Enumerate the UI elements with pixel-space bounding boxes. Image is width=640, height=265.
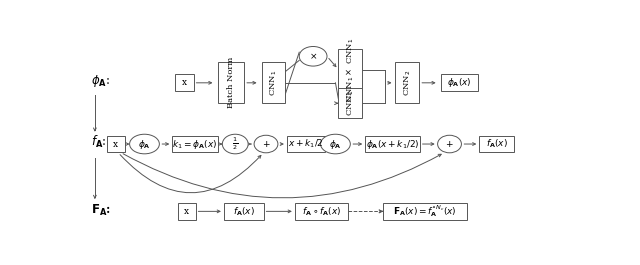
Text: $\frac{1}{2}$: $\frac{1}{2}$ — [232, 136, 238, 152]
Text: $\times$: $\times$ — [309, 52, 317, 61]
Ellipse shape — [321, 134, 350, 154]
Text: Batch Norm: Batch Norm — [227, 57, 236, 108]
FancyBboxPatch shape — [224, 203, 264, 220]
Text: $\phi_{\mathbf{A}}$:: $\phi_{\mathbf{A}}$: — [91, 73, 110, 89]
FancyBboxPatch shape — [441, 74, 478, 91]
FancyArrowPatch shape — [120, 155, 261, 193]
Text: $f_{\mathbf{A}}$:: $f_{\mathbf{A}}$: — [91, 134, 106, 150]
FancyBboxPatch shape — [383, 203, 467, 220]
FancyBboxPatch shape — [396, 63, 419, 103]
FancyBboxPatch shape — [479, 136, 514, 152]
FancyBboxPatch shape — [178, 203, 196, 220]
FancyBboxPatch shape — [339, 49, 362, 90]
Text: $x + k_1/2$: $x + k_1/2$ — [288, 138, 323, 150]
Text: $+$: $+$ — [445, 139, 454, 149]
FancyBboxPatch shape — [365, 136, 420, 152]
FancyBboxPatch shape — [295, 203, 348, 220]
Text: $\mathbf{F}_{\mathbf{A}}(x) = f_{\mathbf{A}}^{\circ N_c}(x)$: $\mathbf{F}_{\mathbf{A}}(x) = f_{\mathbf… — [393, 203, 456, 219]
FancyBboxPatch shape — [175, 74, 193, 91]
FancyArrowPatch shape — [123, 154, 441, 198]
FancyBboxPatch shape — [339, 89, 362, 118]
Text: x: x — [113, 140, 118, 148]
Text: x: x — [182, 78, 187, 87]
FancyBboxPatch shape — [107, 136, 125, 152]
Text: $\phi_{\mathbf{A}}(x)$: $\phi_{\mathbf{A}}(x)$ — [447, 76, 472, 89]
FancyBboxPatch shape — [262, 63, 285, 103]
Ellipse shape — [300, 46, 327, 66]
FancyBboxPatch shape — [172, 136, 218, 152]
Text: $\phi_{\mathbf{A}}$: $\phi_{\mathbf{A}}$ — [329, 138, 342, 151]
Ellipse shape — [130, 134, 159, 154]
Text: x: x — [184, 207, 189, 216]
Text: $+$: $+$ — [262, 139, 270, 149]
Text: $f_{\mathbf{A}}(x)$: $f_{\mathbf{A}}(x)$ — [233, 205, 255, 218]
Text: CNN$_2$: CNN$_2$ — [402, 70, 413, 96]
Text: $\phi_{\mathbf{A}}$: $\phi_{\mathbf{A}}$ — [138, 138, 151, 151]
Text: $\mathbf{F}_{\mathbf{A}}$:: $\mathbf{F}_{\mathbf{A}}$: — [91, 203, 111, 218]
Text: CNN$_1$: CNN$_1$ — [345, 90, 356, 116]
Text: $k_1 = \phi_{\mathbf{A}}(x)$: $k_1 = \phi_{\mathbf{A}}(x)$ — [173, 138, 218, 151]
Ellipse shape — [222, 134, 248, 154]
Text: CNN$_1$: CNN$_1$ — [268, 70, 278, 96]
Text: $\phi_{\mathbf{A}}(x + k_1/2)$: $\phi_{\mathbf{A}}(x + k_1/2)$ — [365, 138, 419, 151]
Text: $f_{\mathbf{A}} \circ f_{\mathbf{A}}(x)$: $f_{\mathbf{A}} \circ f_{\mathbf{A}}(x)$ — [302, 205, 341, 218]
Text: CNN$_1 \times$ CNN$_1$: CNN$_1 \times$ CNN$_1$ — [344, 37, 356, 102]
Ellipse shape — [438, 135, 461, 153]
Text: $f_{\mathbf{A}}(x)$: $f_{\mathbf{A}}(x)$ — [486, 138, 508, 150]
Ellipse shape — [254, 135, 278, 153]
FancyBboxPatch shape — [287, 136, 324, 152]
FancyBboxPatch shape — [218, 63, 244, 103]
